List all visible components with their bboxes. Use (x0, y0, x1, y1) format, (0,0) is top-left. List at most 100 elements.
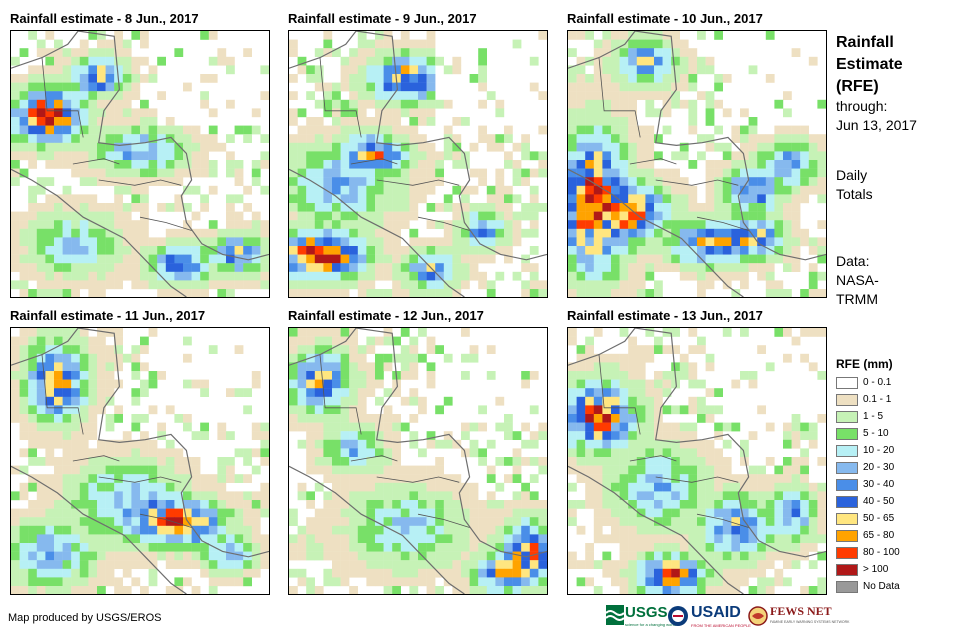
rain-cell (332, 289, 341, 297)
rain-cell (461, 560, 470, 569)
rain-cell (243, 474, 252, 483)
rain-cell (157, 237, 166, 247)
rain-cell (88, 117, 98, 126)
rain-cell (191, 263, 201, 272)
rain-cell (45, 31, 55, 40)
rain-cell (97, 228, 106, 238)
rain-cell (722, 474, 732, 483)
rain-cell (636, 396, 646, 406)
rain-cell (576, 168, 586, 178)
rain-cell (585, 280, 594, 290)
rain-cell (54, 500, 63, 509)
rain-cell (28, 388, 37, 397)
rain-cell (748, 465, 758, 475)
rain-cell (375, 448, 384, 458)
rain-cell (114, 254, 123, 264)
rain-cell (19, 168, 29, 178)
rain-cell (452, 254, 462, 264)
rain-cell (585, 117, 594, 126)
rain-cell (62, 422, 72, 432)
rain-cell (418, 560, 427, 569)
rain-cell (645, 551, 655, 561)
rain-cell (576, 185, 586, 195)
rain-cell (71, 396, 80, 406)
rain-cell (357, 160, 367, 169)
rain-cell (461, 254, 470, 264)
rain-cell (340, 525, 350, 535)
rain-cell (688, 328, 698, 337)
rain-cell (568, 551, 577, 561)
rain-cell (79, 465, 89, 475)
rain-cell (366, 254, 376, 264)
rain-cell (148, 551, 158, 561)
rain-cell (208, 228, 218, 238)
rain-cell (602, 91, 612, 100)
rain-cell (226, 203, 235, 212)
rain-cell (593, 56, 603, 66)
rain-cell (619, 482, 629, 492)
fews-net-wordmark: FEWS NET (770, 604, 832, 618)
rain-cell (36, 457, 46, 466)
rain-cell (435, 168, 444, 178)
rain-cell (357, 491, 367, 501)
rain-cell (114, 500, 123, 509)
rain-cell (392, 586, 401, 594)
rain-cell (611, 263, 620, 272)
rain-cell (375, 482, 384, 492)
rain-cell (28, 254, 37, 264)
rain-cell (443, 194, 453, 204)
rain-cell (392, 431, 401, 440)
rain-cell (714, 491, 723, 501)
rain-cell (349, 254, 358, 264)
rain-cell (54, 194, 63, 204)
rain-cell (79, 551, 89, 561)
rain-cell (349, 280, 358, 290)
rain-cell (585, 474, 594, 483)
rain-cell (645, 48, 655, 57)
rain-cell (774, 328, 784, 337)
rain-cell (636, 508, 646, 518)
rain-cell (314, 65, 324, 75)
rain-cell (375, 134, 384, 143)
rain-cell (54, 134, 63, 143)
rain-cell (748, 379, 758, 389)
rain-cell (191, 125, 201, 135)
rain-cell (19, 345, 29, 354)
rain-cell (314, 185, 324, 195)
legend-label: 40 - 50 (863, 496, 895, 507)
rain-cell (679, 568, 689, 578)
rain-cell (602, 211, 612, 221)
rain-cell (140, 246, 149, 255)
rain-cell (722, 568, 732, 578)
rain-cell (306, 362, 315, 372)
rain-cell (486, 246, 496, 255)
rain-cell (297, 246, 307, 255)
rain-cell (323, 228, 333, 238)
rain-cell (705, 160, 715, 169)
rain-cell (131, 134, 141, 143)
rain-cell (71, 500, 80, 509)
rain-cell (105, 534, 115, 544)
rain-cell (486, 517, 496, 526)
rain-cell (306, 388, 315, 397)
rain-cell (808, 517, 818, 526)
rain-cell (765, 263, 775, 272)
legend-swatch (836, 479, 858, 491)
rain-cell (79, 353, 89, 363)
rain-cell (140, 474, 149, 483)
rain-cell (79, 48, 89, 57)
rain-cell (452, 586, 462, 594)
rain-cell (783, 254, 792, 264)
rain-cell (297, 220, 307, 229)
country-border (350, 158, 398, 165)
rain-cell (409, 56, 419, 66)
rain-cell (714, 203, 723, 212)
rain-cell (366, 577, 376, 587)
rain-cell (28, 474, 37, 483)
rain-cell (97, 82, 106, 92)
rain-cell (28, 117, 37, 126)
rain-cell (740, 134, 749, 143)
rain-cell (97, 448, 106, 458)
rain-cell (11, 517, 20, 526)
rain-cell (71, 465, 80, 475)
